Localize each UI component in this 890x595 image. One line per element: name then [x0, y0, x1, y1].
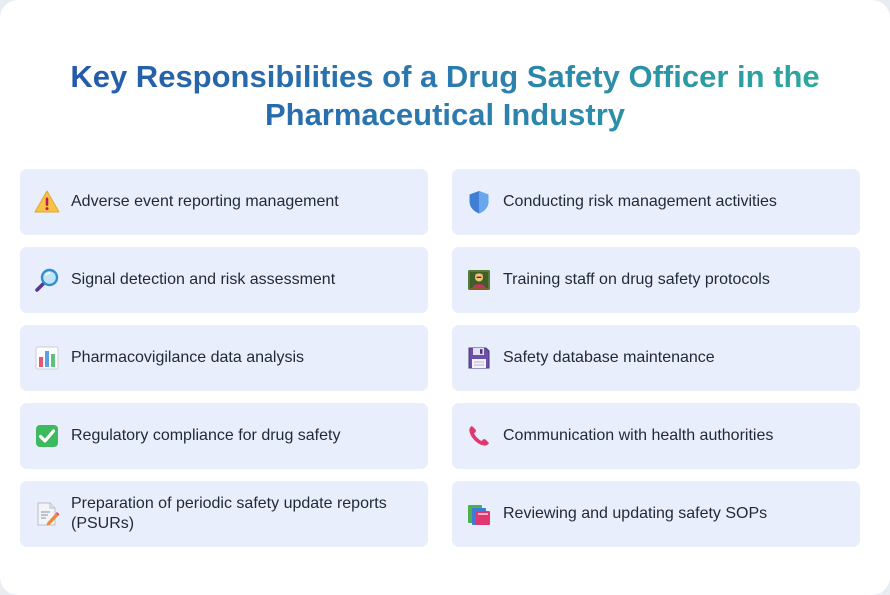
check-mark-icon — [34, 423, 60, 449]
responsibility-item-signal-detection: Signal detection and risk assessment — [20, 247, 428, 313]
responsibility-label: Communication with health authorities — [503, 427, 774, 444]
magnifier-icon — [34, 267, 60, 293]
responsibility-item-psur: Preparation of periodic safety update re… — [20, 481, 428, 547]
bar-chart-icon — [34, 345, 60, 371]
responsibility-label: Regulatory compliance for drug safety — [71, 427, 341, 444]
memo-icon — [34, 501, 60, 527]
responsibility-item-risk-management: Conducting risk management activities — [452, 169, 860, 235]
responsibility-label: Reviewing and updating safety SOPs — [503, 505, 768, 522]
responsibility-label: Safety database maintenance — [503, 349, 715, 366]
responsibility-label: Conducting risk management activities — [503, 193, 777, 210]
responsibility-label: Adverse event reporting management — [71, 193, 339, 210]
responsibility-label: Preparation of periodic safety update re… — [71, 495, 387, 532]
books-icon — [466, 501, 492, 527]
responsibility-item-communication: Communication with health authorities — [452, 403, 860, 469]
responsibility-item-sops: Reviewing and updating safety SOPs — [452, 481, 860, 547]
warning-icon — [34, 189, 60, 215]
responsibility-item-database: Safety database maintenance — [452, 325, 860, 391]
floppy-disk-icon — [466, 345, 492, 371]
page-title: Key Responsibilities of a Drug Safety Of… — [20, 58, 870, 134]
phone-icon — [466, 423, 492, 449]
shield-icon — [466, 189, 492, 215]
responsibility-grid: Adverse event reporting management Condu… — [20, 169, 860, 547]
responsibility-label: Signal detection and risk assessment — [71, 271, 336, 288]
responsibility-item-compliance: Regulatory compliance for drug safety — [20, 403, 428, 469]
responsibility-item-training: Training staff on drug safety protocols — [452, 247, 860, 313]
responsibility-item-adverse-event: Adverse event reporting management — [20, 169, 428, 235]
responsibility-label: Training staff on drug safety protocols — [503, 271, 770, 288]
responsibility-item-data-analysis: Pharmacovigilance data analysis — [20, 325, 428, 391]
responsibility-label: Pharmacovigilance data analysis — [71, 349, 305, 366]
teacher-icon — [466, 267, 492, 293]
